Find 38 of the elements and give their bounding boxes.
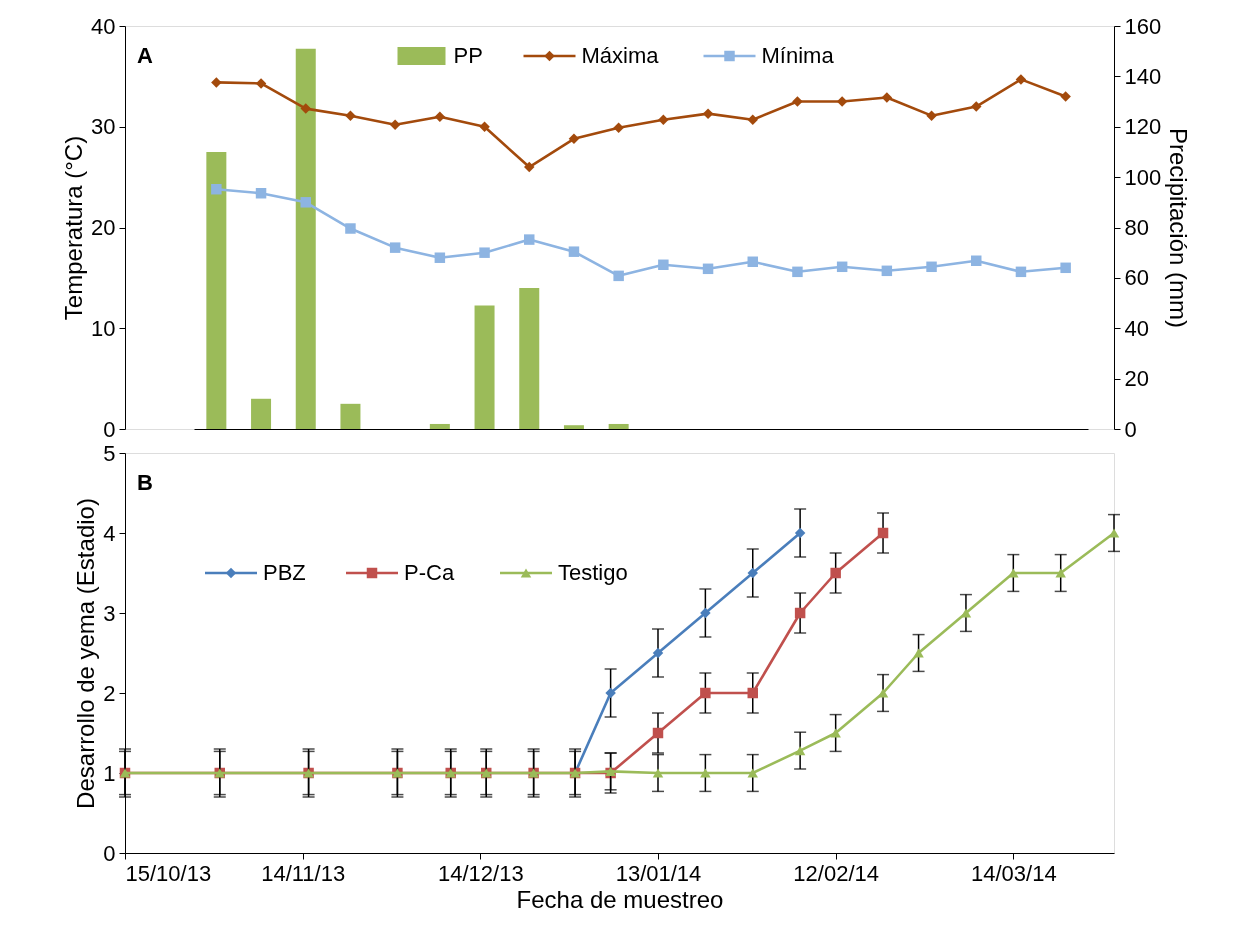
y-tick-label: 5 [103, 440, 116, 466]
x-tick-label: 14/12/13 [438, 860, 524, 886]
y2-tick-label: 120 [1124, 114, 1162, 140]
y-tick-label: 0 [103, 840, 116, 866]
x-tick-label: 15/10/13 [125, 860, 212, 886]
y2-tick-label: 40 [1124, 315, 1149, 341]
x-tick-label: 13/01/14 [615, 860, 702, 886]
y-tick-label: 30 [91, 114, 116, 140]
y2-tick-label: 80 [1124, 215, 1149, 240]
y-tick-label: 4 [103, 520, 116, 546]
y2-tick-label: 20 [1124, 366, 1149, 392]
legend-label: Testigo [558, 560, 628, 585]
legend-label: Máxima [581, 43, 660, 68]
y-tick-label: 3 [103, 600, 116, 626]
y2-tick-label: 100 [1124, 164, 1162, 190]
y2-tick-label: 60 [1124, 265, 1149, 291]
y2-tick-label: 160 [1124, 13, 1162, 39]
y-tick-label: 1 [103, 760, 116, 786]
y-tick-label: 0 [103, 416, 116, 442]
y2-tick-label: 140 [1124, 63, 1162, 89]
x-tick-label: 14/11/13 [261, 860, 346, 886]
y-tick-label: 2 [103, 680, 116, 706]
y2-axis-title: Precipitación (mm) [1165, 127, 1193, 329]
x-axis-title: Fecha de muestreo [516, 885, 724, 913]
y2-tick-label: 0 [1124, 416, 1137, 442]
annotation: B [137, 470, 153, 495]
y-tick-label: 10 [91, 315, 116, 341]
y-axis-title: Desarrollo de yema (Estadio) [72, 498, 100, 809]
y-tick-label: 40 [91, 13, 116, 39]
x-tick-label: 14/03/14 [971, 860, 1057, 886]
y-axis-title: Temperatura (°C) [60, 135, 88, 321]
legend-label: PBZ [263, 560, 306, 585]
legend-label: PP [453, 43, 483, 68]
y-tick-label: 20 [91, 215, 116, 240]
legend-label: P-Ca [404, 560, 455, 585]
text: A [137, 43, 153, 68]
legend-label: Mínima [761, 43, 835, 68]
x-tick-label: 12/02/14 [793, 860, 879, 886]
